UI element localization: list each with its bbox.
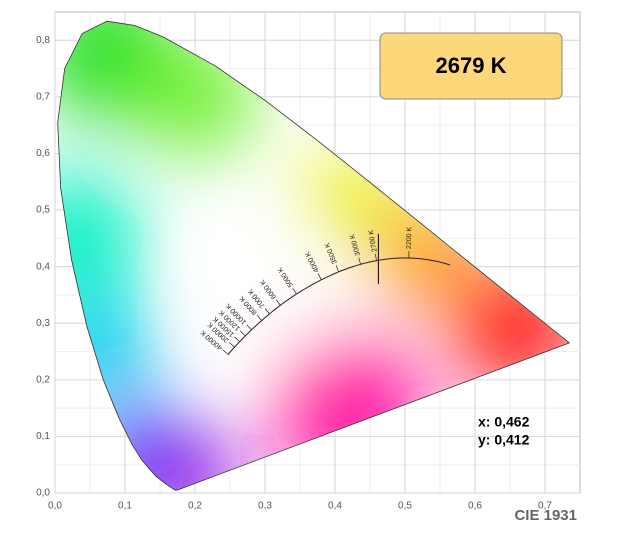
x-tick-label: 0,3 — [258, 501, 272, 512]
locus-tick — [229, 342, 235, 348]
locus-tick — [275, 299, 281, 306]
locus-tick — [222, 349, 229, 355]
y-tick-label: 0,7 — [36, 92, 50, 103]
y-tick-label: 0,2 — [36, 374, 50, 385]
locus-tick — [374, 253, 377, 261]
y-tick-label: 0,4 — [36, 261, 50, 272]
gamut-color — [221, 259, 281, 320]
y-annotation: y: 0,412 — [478, 432, 530, 448]
locus-tick — [335, 265, 340, 272]
x-tick-label: 0,2 — [188, 501, 202, 512]
cct-label: 2679 K — [436, 53, 507, 78]
gamut-color — [150, 436, 240, 491]
locus-tick — [234, 336, 240, 343]
x-tick-label: 0,6 — [468, 501, 482, 512]
y-tick-label: 0,5 — [36, 205, 50, 216]
gamut-color — [57, 173, 141, 304]
footer: CIE 1931 — [514, 507, 577, 524]
x-tick-label: 0,1 — [118, 501, 132, 512]
locus-tick — [264, 308, 270, 315]
y-tick-label: 0,3 — [36, 318, 50, 329]
locus-tick — [317, 273, 322, 280]
locus-label: 2200 K — [406, 226, 413, 249]
planckian-locus — [227, 257, 451, 355]
locus-tick — [292, 287, 297, 295]
locus-tick — [256, 315, 262, 321]
y-tick-label: 0,8 — [36, 35, 50, 46]
locus-label: 2700 K — [368, 229, 379, 252]
x-tick-label: 0,0 — [48, 501, 62, 512]
spectral-locus — [57, 20, 571, 491]
x-tick-label: 0,4 — [328, 501, 342, 512]
cct-box — [379, 32, 563, 100]
x-tick-label: 0,5 — [398, 501, 412, 512]
y-tick-label: 0,6 — [36, 148, 50, 159]
locus-tick — [240, 330, 246, 337]
y-tick-label: 0,0 — [36, 488, 50, 499]
y-tick-label: 0,1 — [36, 431, 50, 442]
x-annotation: x: 0,462 — [478, 414, 530, 430]
locus-tick — [358, 257, 361, 265]
locus-tick — [246, 324, 252, 331]
x-tick-label: 0,7 — [538, 501, 552, 512]
